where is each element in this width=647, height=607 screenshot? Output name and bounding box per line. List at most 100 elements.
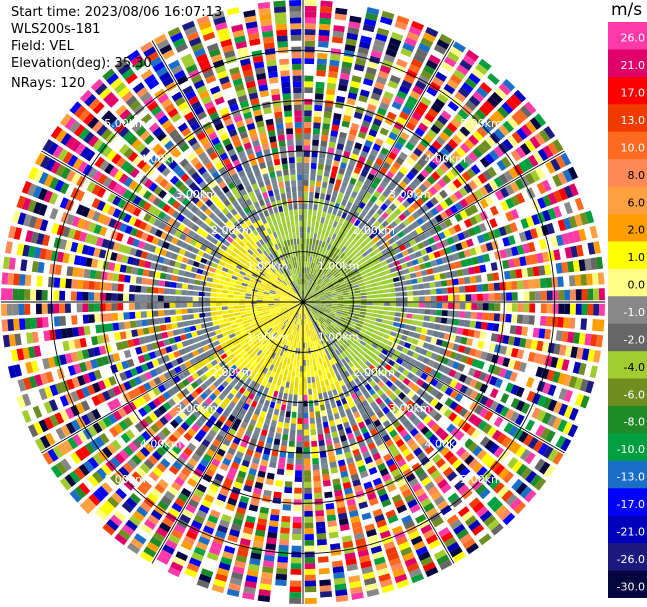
velocity-gate [212,278,219,284]
velocity-gate [255,175,263,183]
velocity-gate [274,271,280,278]
velocity-gate [135,276,143,284]
velocity-gate [227,302,234,306]
velocity-gate [479,198,489,209]
velocity-gate [341,231,347,239]
velocity-gate [300,354,303,361]
velocity-gate [317,550,329,558]
velocity-gate [330,401,337,409]
velocity-gate [344,145,353,153]
velocity-gate [329,135,337,143]
velocity-gate [227,148,236,157]
velocity-gate [88,314,95,324]
velocity-gate [210,288,217,293]
velocity-gate [522,243,530,254]
velocity-gate [347,236,354,244]
velocity-gate [273,590,286,598]
velocity-gate [204,302,211,307]
velocity-gate [233,114,243,123]
velocity-gate [216,306,223,311]
velocity-gate [136,86,149,98]
velocity-gate [196,190,206,199]
velocity-gate [198,151,208,161]
velocity-gate [395,185,404,194]
velocity-gate [372,269,379,275]
velocity-gate [388,151,397,161]
velocity-gate [83,325,91,336]
velocity-gate [294,273,297,280]
velocity-gate [298,284,301,291]
velocity-gate [513,233,522,244]
velocity-gate [323,111,332,119]
velocity-gate [449,262,457,270]
velocity-gate [261,30,274,38]
velocity-gate [346,283,353,288]
velocity-gate [354,290,361,294]
velocity-gate [267,165,275,173]
velocity-gate [337,300,344,302]
velocity-gate [517,291,524,301]
velocity-gate [335,287,342,292]
velocity-gate [276,397,282,405]
velocity-gate [218,275,226,281]
velocity-gate [482,170,493,181]
velocity-gate [304,58,315,65]
velocity-gate [185,63,198,74]
velocity-gate [316,533,327,540]
velocity-gate [593,241,601,254]
velocity-gate [247,86,258,95]
velocity-gate [306,354,309,360]
velocity-gate [210,311,217,316]
velocity-gate [322,254,327,261]
velocity-gate [323,235,328,243]
velocity-gate [361,217,369,225]
velocity-gate [435,214,444,223]
velocity-gate [384,233,392,241]
velocity-gate [313,276,318,282]
velocity-gate [294,382,299,389]
velocity-gate [313,110,322,118]
velocity-gate [312,238,316,246]
velocity-gate [258,212,265,219]
velocity-gate [233,291,240,295]
velocity-gate [475,160,486,172]
velocity-gate [330,130,339,138]
velocity-gate [289,434,296,442]
velocity-gate [311,353,315,360]
velocity-gate [223,199,231,207]
velocity-gate [291,370,296,378]
velocity-gate [188,278,195,285]
velocity-gate [315,81,325,89]
velocity-gate [404,274,411,280]
velocity-gate [585,210,595,224]
velocity-gate [359,285,366,290]
velocity-gate [300,255,303,262]
velocity-gate [236,183,245,191]
velocity-gate [181,314,189,321]
velocity-gate [459,159,470,170]
velocity-gate [290,358,294,366]
velocity-gate [292,400,298,407]
velocity-gate [303,162,310,169]
velocity-gate [368,208,376,216]
velocity-gate [169,288,176,295]
velocity-gate [468,134,479,146]
velocity-gate [417,242,425,250]
velocity-gate [262,298,269,300]
velocity-gate [309,267,312,274]
velocity-gate [320,273,325,280]
velocity-gate [294,121,302,128]
velocity-gate [376,232,384,240]
velocity-gate [268,303,275,306]
velocity-gate [425,59,438,70]
velocity-gate [1,319,9,332]
velocity-gate [219,107,229,116]
velocity-gate [200,323,208,329]
velocity-gate [352,284,360,289]
velocity-gate [361,120,371,129]
velocity-gate [297,348,301,355]
velocity-gate [346,97,356,106]
velocity-gate [292,406,297,413]
velocity-gate [199,318,207,324]
velocity-gate [396,194,406,203]
